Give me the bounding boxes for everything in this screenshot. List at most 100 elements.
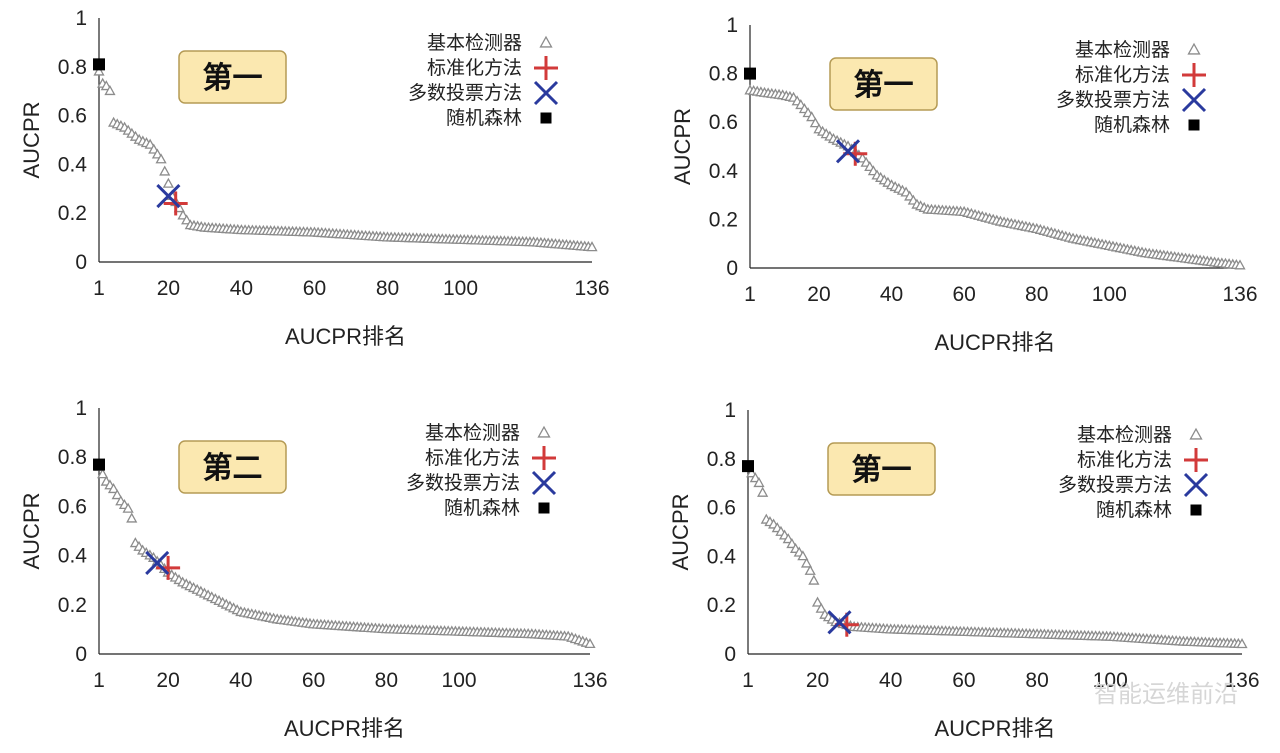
chart-panel-4: 0 0.2 0.4 0.6 0.8 1 1 20 40 60 80 100 136 AUCPR排名 AUCP…: [668, 399, 1260, 741]
x-tick-label: 80: [1025, 669, 1048, 692]
majority-vote-point: [827, 610, 852, 635]
x-tick-label: 1: [742, 669, 754, 692]
y-tick-label: 0.2: [58, 594, 87, 617]
base-detector-point: [93, 65, 105, 76]
y-tick-label: 0.8: [58, 446, 87, 469]
base-detector-point: [107, 482, 120, 494]
x-tick-label: 136: [1222, 283, 1257, 306]
base-detector-point: [749, 472, 761, 483]
x-tick-label: 20: [156, 669, 179, 692]
base-detector-point: [104, 85, 116, 96]
x-axis-label: AUCPR排名: [934, 716, 1055, 741]
base-detector-point: [804, 564, 816, 575]
majority-vote-point-b: [835, 139, 861, 164]
y-axis-label: AUCPR: [19, 492, 44, 569]
y-tick-label: 0.2: [707, 594, 736, 617]
rank-badge: [178, 50, 287, 104]
random-forest-point: [744, 67, 756, 80]
y-tick-label: 1: [75, 397, 87, 420]
legend-rf-marker: [1188, 119, 1200, 131]
x-tick-label: 80: [375, 669, 398, 692]
random-forest-point: [93, 458, 105, 471]
legend-norm-marker: [534, 56, 558, 80]
legend-rf-marker: [1190, 504, 1202, 516]
legend-norm-marker: [532, 446, 556, 470]
chart-panel-1: 0 0.2 0.4 0.6 0.8 1 1 20 40 60 80 100 136 AUCPR排名 AUCP…: [19, 7, 610, 349]
majority-vote-point: [156, 184, 181, 209]
y-tick-label: 0.4: [709, 160, 739, 183]
x-axis-label: AUCPR排名: [285, 324, 406, 349]
legend-vote-marker: [531, 470, 557, 496]
legend-base-marker: [537, 425, 551, 438]
x-tick-label: 20: [807, 283, 830, 306]
legend-label-norm: 标准化方法: [425, 447, 520, 469]
rank-badge-label: 第一: [854, 68, 914, 102]
x-tick-label: 100: [1092, 283, 1127, 306]
majority-vote-point: [145, 550, 170, 576]
x-tick-label: 60: [302, 669, 325, 692]
legend-vote-marker-b: [1183, 472, 1209, 498]
legend-label-norm: 标准化方法: [1077, 449, 1172, 471]
y-tick-label: 0.2: [58, 202, 87, 225]
legend-label-vote: 多数投票方法: [406, 472, 520, 494]
legend-label-base: 基本检测器: [1075, 39, 1170, 61]
legend-label-vote: 多数投票方法: [1058, 474, 1172, 496]
x-tick-label: 40: [229, 669, 252, 692]
legend-vote-marker: [533, 80, 559, 106]
base-detector-point: [811, 596, 824, 607]
rank-badge-label: 第一: [203, 61, 263, 95]
base-detector-point: [757, 486, 769, 497]
legend-label-norm: 标准化方法: [1075, 64, 1170, 86]
x-tick-label: 136: [572, 669, 607, 692]
majority-vote-point-b: [145, 550, 170, 576]
y-tick-label: 0: [75, 251, 87, 274]
legend-norm-marker: [1184, 448, 1208, 472]
base-detector-point: [126, 512, 138, 523]
x-axis-label: AUCPR排名: [284, 716, 405, 741]
x-tick-label: 100: [442, 669, 477, 692]
y-tick-label: 0.8: [709, 63, 738, 86]
rank-badge: [178, 440, 287, 494]
x-tick-label: 1: [93, 669, 105, 692]
x-tick-label: 1: [744, 283, 756, 306]
base-detector-point: [786, 538, 798, 549]
y-tick-label: 0.6: [58, 105, 87, 128]
chart-panel-3: 0 0.2 0.4 0.6 0.8 1 1 20 40 60 80 100 136 AUCPR排名 AUCP…: [19, 397, 608, 741]
base-detector-point: [1236, 638, 1248, 649]
legend-rf-marker: [538, 502, 550, 514]
legend-label-base: 基本检测器: [1077, 424, 1172, 446]
y-tick-label: 1: [724, 399, 736, 422]
base-detector-point: [809, 117, 821, 128]
legend-vote-marker-b: [531, 470, 557, 496]
base-detector-point: [122, 502, 134, 513]
y-axis-label: AUCPR: [670, 108, 695, 185]
base-detector-point: [1234, 259, 1246, 270]
y-axis-label: AUCPR: [19, 101, 44, 178]
x-tick-label: 136: [574, 277, 609, 300]
legend-vote-marker: [1181, 87, 1207, 113]
y-tick-label: 0.8: [58, 56, 87, 79]
y-tick-label: 0.4: [707, 545, 737, 568]
x-tick-label: 100: [443, 277, 478, 300]
legend-base-marker: [539, 35, 553, 48]
x-tick-label: 40: [230, 277, 253, 300]
base-detector-point: [746, 467, 758, 478]
base-detector-point: [782, 533, 794, 544]
chart-panel-2: 0 0.2 0.4 0.6 0.8 1 1 20 40 60 80 100 136 AUCPR排名 AUCP…: [670, 14, 1258, 355]
legend-base-marker: [1189, 427, 1203, 440]
base-detector-point: [162, 177, 174, 188]
x-tick-label: 20: [157, 277, 180, 300]
legend-vote-marker: [1183, 472, 1209, 498]
base-detector-point: [155, 153, 167, 164]
base-detector-point: [800, 557, 813, 568]
legend-base-marker: [1187, 42, 1201, 55]
legend-norm-marker: [1182, 63, 1206, 87]
x-tick-label: 100: [1093, 669, 1128, 692]
base-detector-point: [584, 637, 596, 649]
rank-badge: [827, 442, 936, 496]
legend-label-rf: 随机森林: [446, 107, 522, 129]
